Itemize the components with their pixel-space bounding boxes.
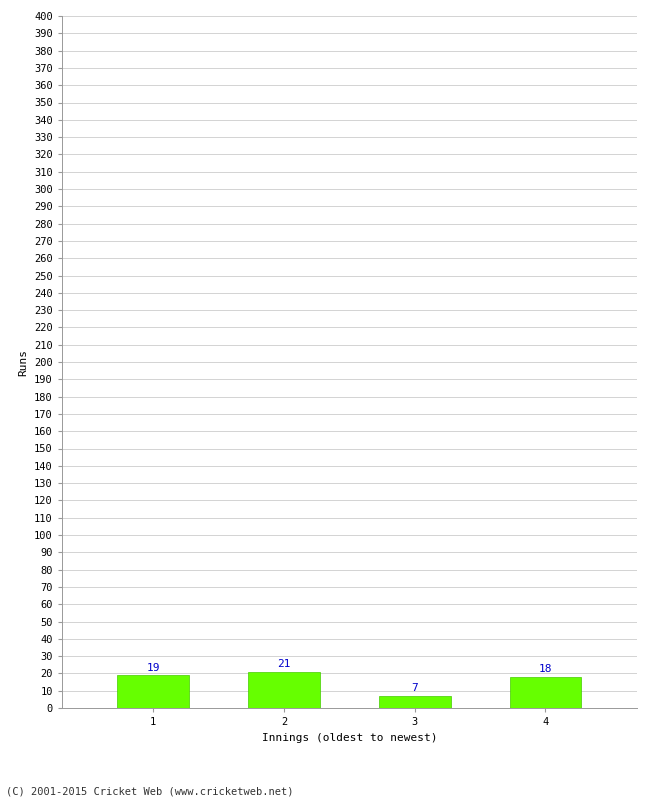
- Text: 7: 7: [411, 683, 418, 694]
- Bar: [510, 677, 582, 708]
- Y-axis label: Runs: Runs: [18, 349, 29, 375]
- Bar: [379, 696, 450, 708]
- X-axis label: Innings (oldest to newest): Innings (oldest to newest): [261, 733, 437, 742]
- Bar: [117, 675, 189, 708]
- Text: 21: 21: [278, 659, 291, 669]
- Text: (C) 2001-2015 Cricket Web (www.cricketweb.net): (C) 2001-2015 Cricket Web (www.cricketwe…: [6, 786, 294, 796]
- Text: 19: 19: [146, 662, 160, 673]
- Text: 18: 18: [539, 664, 552, 674]
- Bar: [248, 672, 320, 708]
